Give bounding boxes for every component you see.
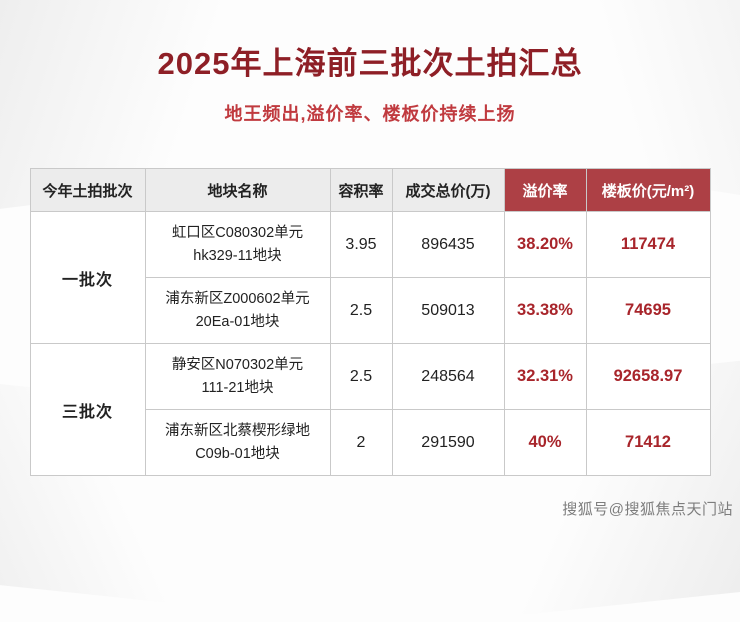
total-price-cell: 509013: [391, 277, 505, 344]
floor-price-cell: 74695: [585, 277, 711, 344]
land-auction-table: 今年土拍批次 地块名称 容积率 成交总价(万) 溢价率 楼板价(元/m²) 一批…: [29, 168, 711, 476]
premium-rate-cell: 38.20%: [503, 211, 587, 278]
floor-price-cell: 117474: [585, 211, 711, 278]
plot-name-cell: 浦东新区Z000602单元 20Ea-01地块: [144, 277, 331, 344]
premium-rate-cell: 33.38%: [503, 277, 587, 344]
batch-cell: 三批次: [29, 343, 146, 476]
plot-name-cell: 静安区N070302单元 111-21地块: [144, 343, 331, 410]
col-header-batch: 今年土拍批次: [29, 168, 146, 212]
floor-price-cell: 92658.97: [585, 343, 711, 410]
total-price-cell: 896435: [391, 211, 505, 278]
premium-rate-cell: 40%: [503, 409, 587, 476]
col-header-total-price: 成交总价(万): [391, 168, 505, 212]
page-subtitle: 地王频出,溢价率、楼板价持续上扬: [224, 104, 516, 124]
table-row: 一批次 虹口区C080302单元 hk329-11地块 3.95 896435 …: [29, 211, 711, 344]
plot-ratio-cell: 3.95: [329, 211, 393, 278]
plot-name-cell: 浦东新区北蔡楔形绿地 C09b-01地块: [144, 409, 331, 476]
col-header-floor-price: 楼板价(元/m²): [585, 168, 711, 212]
watermark: 搜狐号@搜狐焦点天门站: [562, 501, 733, 518]
col-header-plot-ratio: 容积率: [329, 168, 393, 212]
page: 2025年上海前三批次土拍汇总 地王频出,溢价率、楼板价持续上扬 今年土拍批次 …: [29, 46, 711, 476]
total-price-cell: 248564: [391, 343, 505, 410]
page-title: 2025年上海前三批次土拍汇总: [157, 46, 583, 81]
floor-price-cell: 71412: [585, 409, 711, 476]
batch-cell: 一批次: [29, 211, 146, 344]
plot-ratio-cell: 2: [329, 409, 393, 476]
premium-rate-cell: 32.31%: [503, 343, 587, 410]
total-price-cell: 291590: [391, 409, 505, 476]
table-row: 三批次 静安区N070302单元 111-21地块 2.5 248564 32.…: [29, 343, 711, 476]
table-header-row: 今年土拍批次 地块名称 容积率 成交总价(万) 溢价率 楼板价(元/m²): [29, 168, 711, 212]
col-header-premium-rate: 溢价率: [503, 168, 587, 212]
col-header-plot-name: 地块名称: [144, 168, 331, 212]
plot-ratio-cell: 2.5: [329, 277, 393, 344]
plot-name-cell: 虹口区C080302单元 hk329-11地块: [144, 211, 331, 278]
plot-ratio-cell: 2.5: [329, 343, 393, 410]
table-row: 浦东新区Z000602单元 20Ea-01地块 2.5 509013 33.38…: [30, 277, 711, 344]
